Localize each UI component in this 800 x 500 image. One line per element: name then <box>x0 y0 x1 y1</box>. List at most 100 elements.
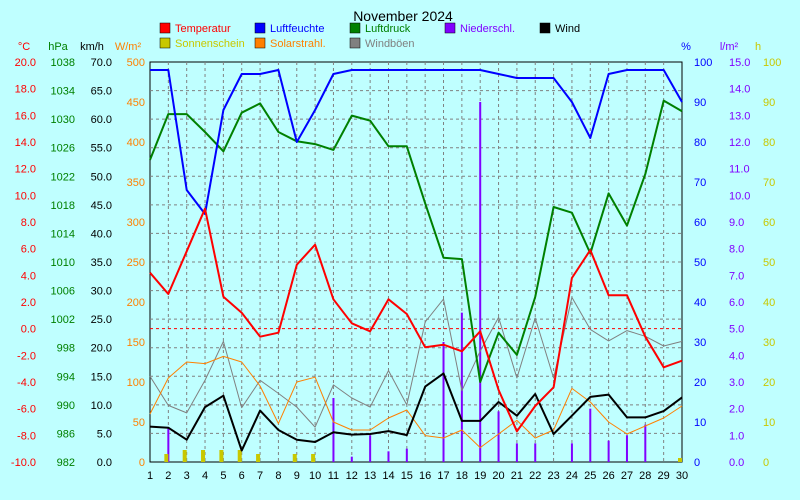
axis-tick-temp: 14.0 <box>15 137 36 149</box>
axis-tick-precip: 5.0 <box>729 324 744 336</box>
x-tick-label: 12 <box>346 470 358 482</box>
x-tick-label: 4 <box>202 470 208 482</box>
axis-tick-press: 1034 <box>51 86 75 98</box>
bar-niederschl <box>625 435 628 462</box>
axis-tick-wind: 55.0 <box>91 143 112 155</box>
axis-tick-hum: 40 <box>694 297 706 309</box>
axis-tick-wind: 70.0 <box>91 57 112 69</box>
axis-tick-solar: 250 <box>127 257 145 269</box>
axis-tick-precip: 2.0 <box>729 404 744 416</box>
bar-sonnenschein <box>678 458 682 462</box>
axis-tick-press: 990 <box>57 400 75 412</box>
axis-tick-solar: 0 <box>139 457 145 469</box>
x-tick-label: 30 <box>676 470 688 482</box>
bar-niederschl <box>644 424 647 462</box>
bar-niederschl <box>369 435 372 462</box>
axis-tick-sun: 80 <box>763 137 775 149</box>
bar-niederschl <box>350 456 353 462</box>
legend-label: Temperatur <box>175 23 231 35</box>
bar-sonnenschein <box>164 454 169 462</box>
axis-tick-hum: 70 <box>694 177 706 189</box>
x-tick-label: 3 <box>184 470 190 482</box>
x-tick-label: 1 <box>147 470 153 482</box>
axis-tick-solar: 150 <box>127 337 145 349</box>
axis-tick-hum: 100 <box>694 57 712 69</box>
legend-label: Niederschl. <box>460 23 515 35</box>
axis-tick-precip: 3.0 <box>729 377 744 389</box>
axis-tick-temp: 12.0 <box>15 164 36 176</box>
bar-sonnenschein <box>219 450 224 462</box>
axis-tick-sun: 50 <box>763 257 775 269</box>
axis-tick-wind: 20.0 <box>91 343 112 355</box>
axis-unit-press: hPa <box>48 41 68 53</box>
axis-tick-solar: 200 <box>127 297 145 309</box>
axis-tick-temp: 0.0 <box>21 324 36 336</box>
axis-tick-wind: 0.0 <box>97 457 112 469</box>
axis-tick-hum: 50 <box>694 257 706 269</box>
axis-tick-precip: 10.0 <box>729 190 750 202</box>
axis-tick-solar: 400 <box>127 137 145 149</box>
x-tick-label: 20 <box>492 470 504 482</box>
axis-tick-wind: 65.0 <box>91 86 112 98</box>
axis-tick-hum: 0 <box>694 457 700 469</box>
axis-tick-solar: 500 <box>127 57 145 69</box>
axis-tick-hum: 90 <box>694 97 706 109</box>
axis-tick-temp: -4.0 <box>17 377 36 389</box>
x-tick-label: 9 <box>294 470 300 482</box>
x-tick-label: 13 <box>364 470 376 482</box>
axis-tick-sun: 10 <box>763 417 775 429</box>
line-windben <box>149 296 683 428</box>
axis-tick-press: 1014 <box>51 228 75 240</box>
legend-swatch <box>349 22 361 34</box>
axis-tick-wind: 35.0 <box>91 257 112 269</box>
legend-swatch <box>349 37 361 49</box>
x-tick-label: 24 <box>566 470 578 482</box>
axis-unit-solar: W/m² <box>115 41 142 53</box>
axis-tick-precip: 12.0 <box>729 137 750 149</box>
axis-tick-precip: 11.0 <box>729 164 750 176</box>
axis-tick-precip: 0.0 <box>729 457 744 469</box>
axis-tick-press: 1030 <box>51 114 75 126</box>
axis-tick-solar: 350 <box>127 177 145 189</box>
axis-tick-temp: 18.0 <box>15 84 36 96</box>
axis-tick-temp: 4.0 <box>21 270 36 282</box>
axis-tick-temp: -10.0 <box>11 457 36 469</box>
bar-niederschl <box>442 342 445 462</box>
axis-tick-temp: -8.0 <box>17 430 36 442</box>
axis-tick-temp: -2.0 <box>17 350 36 362</box>
chart-title: November 2024 <box>353 8 453 24</box>
x-tick-label: 23 <box>547 470 559 482</box>
x-tick-label: 5 <box>220 470 226 482</box>
bar-niederschl <box>534 443 537 462</box>
x-tick-label: 8 <box>275 470 281 482</box>
bar-sonnenschein <box>292 454 297 462</box>
line-solarstrahl <box>149 355 683 449</box>
axis-tick-sun: 90 <box>763 97 775 109</box>
axis-tick-wind: 50.0 <box>91 171 112 183</box>
legend-swatch <box>539 22 551 34</box>
x-tick-label: 27 <box>621 470 633 482</box>
axis-tick-wind: 5.0 <box>97 428 112 440</box>
x-tick-label: 6 <box>239 470 245 482</box>
line-luftfeuchte <box>150 69 683 215</box>
axis-tick-press: 982 <box>57 457 75 469</box>
x-tick-label: 21 <box>511 470 523 482</box>
axis-tick-sun: 30 <box>763 337 775 349</box>
bar-niederschl <box>479 102 482 462</box>
x-tick-label: 16 <box>419 470 431 482</box>
x-tick-label: 25 <box>584 470 596 482</box>
axis-tick-precip: 8.0 <box>729 244 744 256</box>
axis-tick-wind: 30.0 <box>91 286 112 298</box>
bar-niederschl <box>460 312 463 462</box>
axis-tick-hum: 80 <box>694 137 706 149</box>
x-tick-label: 2 <box>165 470 171 482</box>
legend-label: Luftdruck <box>365 23 411 35</box>
bar-sonnenschein <box>311 454 316 462</box>
axis-tick-wind: 15.0 <box>91 371 112 383</box>
bar-sonnenschein <box>237 450 242 462</box>
bar-niederschl <box>589 408 592 462</box>
bar-sonnenschein <box>182 450 187 462</box>
legend-swatch <box>254 22 266 34</box>
bar-niederschl <box>332 398 335 462</box>
axis-tick-temp: 16.0 <box>15 110 36 122</box>
